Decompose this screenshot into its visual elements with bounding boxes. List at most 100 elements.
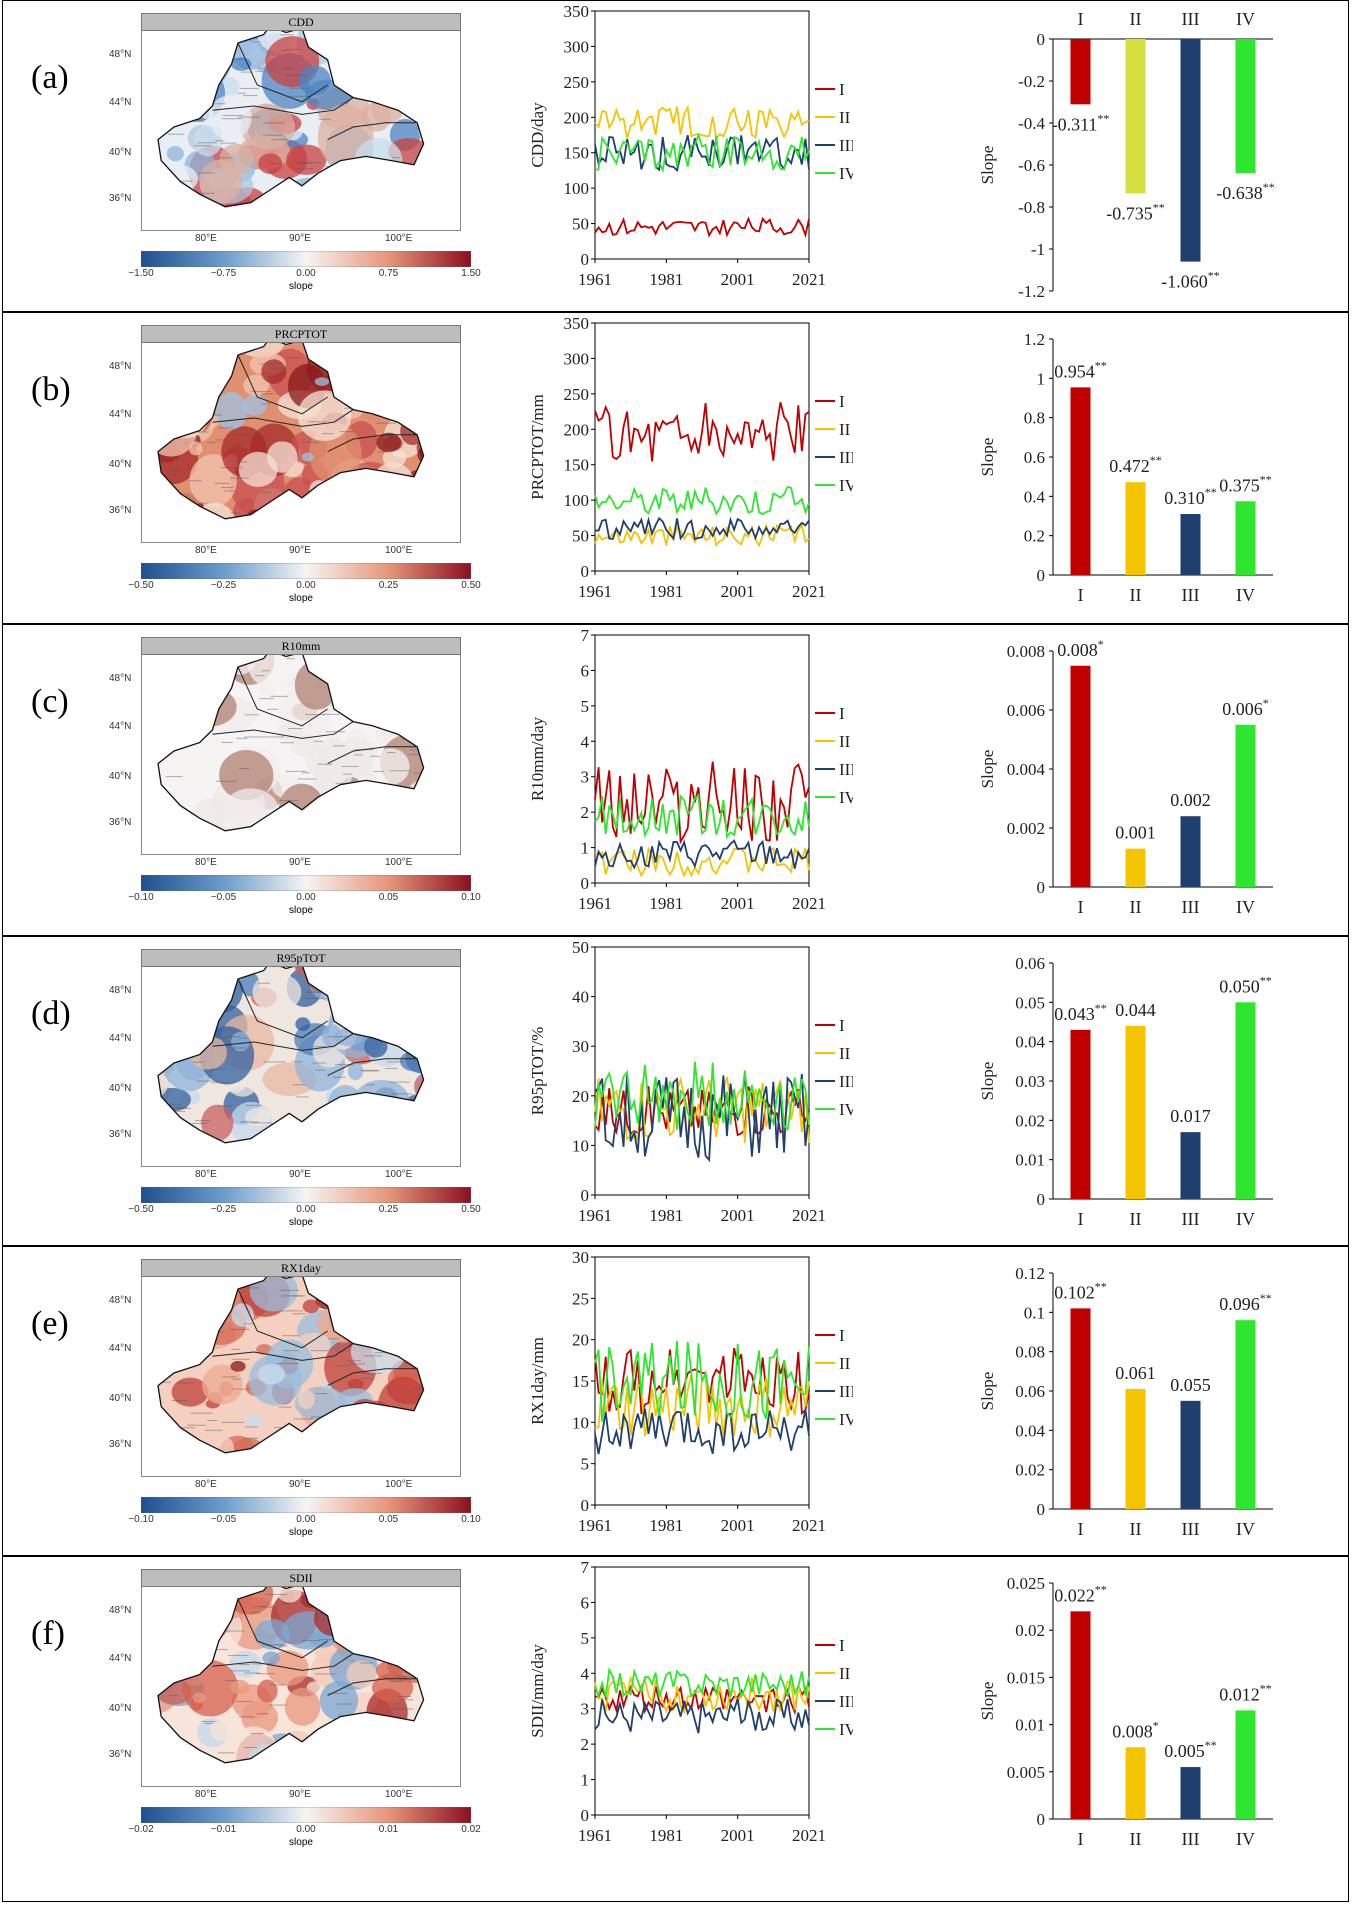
subregion-boundary	[327, 122, 418, 141]
y-tick-label: 40	[572, 988, 589, 1007]
x-tick-label: 2021	[792, 1516, 826, 1535]
series-line-IV	[594, 485, 810, 516]
bar-chart: 0 0.002 0.004 0.006 0.008 Slope I 0.008* II 0.001…	[978, 637, 1273, 917]
significance-mark: **	[1205, 485, 1217, 499]
colorbar-tick-label: −0.50	[128, 1204, 154, 1215]
y-tick-label: 15	[572, 1372, 589, 1391]
longitude-label: 100°E	[385, 1169, 413, 1180]
line-chart-frame	[594, 634, 810, 884]
subregion-boundary	[237, 354, 328, 415]
data-label: 0.006*	[1222, 696, 1269, 719]
significance-mark: **	[1260, 1291, 1272, 1305]
y-tick-label: 0	[1037, 1190, 1046, 1209]
bar-chart: 0 0.01 0.02 0.03 0.04 0.05 0.06 Slope I 0.043** II…	[978, 954, 1273, 1229]
y-axis-label: CDD/day	[528, 102, 547, 168]
y-tick-label: 350	[564, 2, 590, 21]
x-category-label: II	[1130, 1209, 1142, 1229]
x-category-label: I	[1078, 1829, 1084, 1849]
y-tick-label: 10	[572, 1136, 589, 1155]
latitude-label: 40°N	[109, 771, 132, 782]
y-tick-label: 6	[581, 661, 590, 680]
data-label: 0.472**	[1109, 453, 1162, 476]
x-category-label: I	[1078, 1519, 1084, 1539]
map-frame	[141, 1267, 461, 1477]
subregion-boundary	[212, 1653, 354, 1671]
legend-label: I	[839, 704, 845, 723]
y-tick-label: 0	[1037, 878, 1046, 897]
latitude-label: 44°N	[109, 97, 132, 108]
y-tick-label: 0.05	[1015, 993, 1045, 1012]
bar-II	[1125, 39, 1146, 194]
y-tick-label: 0.008	[1007, 642, 1045, 661]
y-tick-label: 1.2	[1024, 330, 1045, 349]
bar-IV	[1235, 1320, 1256, 1509]
y-tick-label: 7	[581, 1558, 590, 1577]
series-line-III	[594, 516, 810, 541]
data-label: 0.017	[1170, 1106, 1211, 1126]
y-tick-label: 4	[581, 732, 590, 751]
legend-label: IV	[839, 788, 853, 807]
y-tick-label: 0.004	[1007, 760, 1046, 779]
latitude-label: 36°N	[109, 817, 132, 828]
subregion-boundary	[237, 1598, 328, 1659]
y-tick-label: 0.06	[1015, 954, 1045, 973]
y-tick-label: 0	[1037, 1810, 1046, 1829]
y-tick-label: 0	[581, 1186, 590, 1205]
y-axis-label: Slope	[978, 438, 997, 477]
legend-label: II	[839, 1044, 851, 1063]
bar-I	[1070, 387, 1091, 575]
data-label: 0.102**	[1054, 1279, 1107, 1302]
bar-I	[1070, 1611, 1091, 1819]
y-tick-label: 20	[572, 1087, 589, 1106]
latitude-label: 36°N	[109, 1749, 132, 1760]
panel: (c) R10mm 48°N 44°N 40°N 36°N 80°E 90°E 100°E −0.…	[2, 624, 1349, 936]
colorbar	[141, 563, 471, 579]
colorbar	[141, 1187, 471, 1203]
region-outline	[157, 1581, 425, 1764]
latitude-label: 48°N	[109, 985, 132, 996]
colorbar-tick-label: 1.50	[461, 268, 481, 279]
colorbar-ramp	[141, 1497, 471, 1513]
colorbar-tick-label: −0.10	[128, 892, 154, 903]
map-area: R10mm 48°N 44°N 40°N 36°N 80°E 90°E 100°E −0.10 −…	[109, 637, 481, 917]
x-category-label: I	[1078, 9, 1084, 29]
legend-label: III	[839, 760, 853, 779]
bar-IV	[1235, 724, 1256, 887]
y-tick-label: -1	[1031, 240, 1045, 259]
data-label: 0.012**	[1219, 1681, 1272, 1704]
y-axis-label: Slope	[978, 750, 997, 789]
latitude-label: 40°N	[109, 1083, 132, 1094]
subregion-boundary	[237, 666, 328, 727]
panel: (b) PRCPTOT 48°N 44°N 40°N 36°N 80°E 90°E 100°E −…	[2, 312, 1349, 624]
colorbar	[141, 875, 471, 891]
x-category-label: II	[1130, 1519, 1142, 1539]
x-category-label: I	[1078, 1209, 1084, 1229]
region-outline	[157, 337, 425, 520]
significance-mark: **	[1260, 1681, 1272, 1695]
y-tick-label: 4	[581, 1664, 590, 1683]
y-tick-label: 1	[581, 839, 590, 858]
series-line-II	[594, 522, 810, 548]
bar-III	[1180, 816, 1201, 887]
colorbar-tick-label: −0.05	[210, 892, 237, 903]
map-field	[158, 650, 424, 831]
colorbar	[141, 251, 471, 267]
x-category-label: IV	[1236, 9, 1255, 29]
series-line-IV	[594, 132, 810, 174]
map-area: R95pTOT 48°N 44°N 40°N 36°N 80°E 90°E 100°E −0.5…	[109, 949, 481, 1229]
bar-chart: 0 0.005 0.01 0.015 0.02 0.025 Slope I 0.022** II 0…	[978, 1574, 1273, 1849]
y-tick-label: 100	[564, 179, 590, 198]
series-line-III	[594, 1073, 810, 1163]
map-svg	[157, 1271, 425, 1454]
colorbar-tick-label: −0.10	[128, 1514, 154, 1525]
significance-mark: **	[1095, 1582, 1107, 1596]
colorbar-tick-label: 0.00	[296, 1824, 316, 1835]
colorbar-tick-label: 0.00	[296, 892, 316, 903]
x-tick-label: 1961	[578, 1516, 612, 1535]
colorbar-ramp	[141, 563, 471, 579]
y-tick-label: 30	[572, 1248, 589, 1267]
map-svg	[157, 25, 425, 208]
colorbar-tick-label: 0.00	[296, 580, 316, 591]
